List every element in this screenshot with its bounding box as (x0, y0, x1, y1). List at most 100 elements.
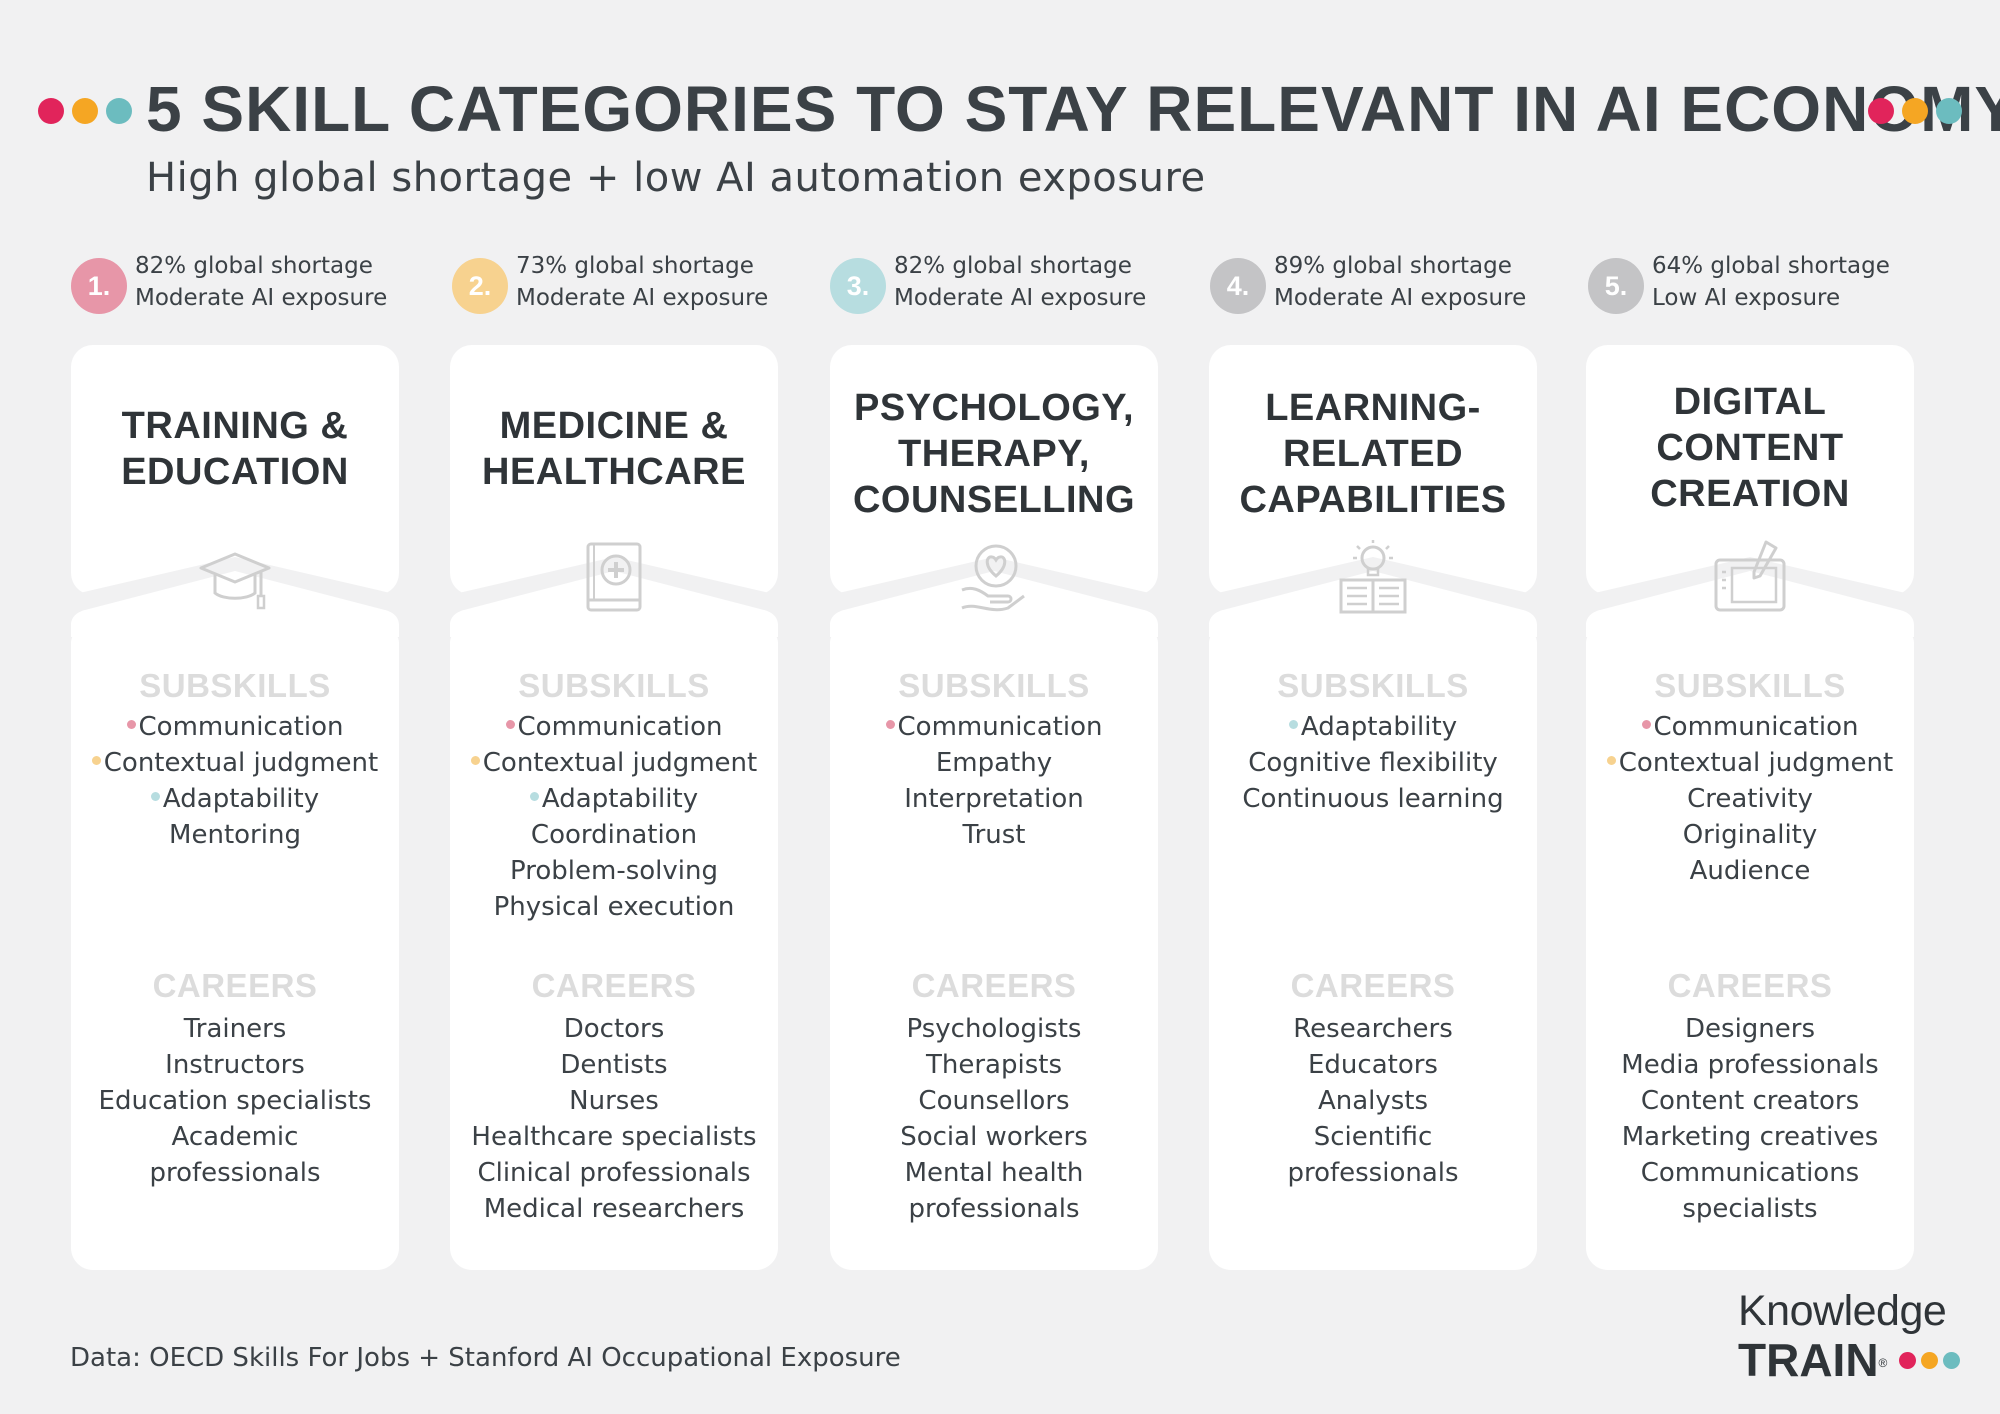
card-title-line: MEDICINE & (499, 405, 729, 447)
card-header-panel (830, 345, 1158, 595)
shortage-text: 64% global shortage (1652, 253, 1890, 279)
career-item: Academic (171, 1122, 299, 1152)
subskills-heading: SUBSKILLS (139, 667, 331, 704)
subskill-label: Originality (1682, 820, 1818, 850)
category-card: TRAINING & EDUCATION SUBSKILLS Communicatio… (71, 345, 399, 1270)
career-item: Analysts (1317, 1086, 1429, 1116)
shortage-text: 73% global shortage (516, 253, 754, 279)
subskill-label: Problem-solving (510, 856, 718, 886)
shortage-text: 89% global shortage (1274, 253, 1512, 279)
career-item: Researchers (1293, 1014, 1453, 1044)
subskill-item: Contextual judgment (450, 745, 778, 781)
subskills-heading: SUBSKILLS (1277, 667, 1469, 704)
red-dot (1868, 98, 1894, 124)
careers-list: Designers Media professionals Content crea… (1586, 1011, 1914, 1227)
career-item: Psychologists (906, 1014, 1082, 1044)
career-item: Clinical professionals (477, 1158, 751, 1188)
subskill-item: Problem-solving (450, 853, 778, 889)
career-item: Medical researchers (483, 1194, 745, 1224)
logo-dots (1899, 1351, 1961, 1369)
category-stat-text: 64% global shortage Low AI exposure (1652, 250, 1890, 314)
header-dots-left (38, 98, 132, 124)
bullet-dot (126, 720, 136, 729)
career-item: Media professionals (1621, 1050, 1879, 1080)
ai-exposure-text: Low AI exposure (1652, 285, 1841, 311)
category-number-badge: 5. (1588, 258, 1644, 314)
card-body-panel (1586, 345, 1914, 1270)
career-item: Educators (1308, 1050, 1438, 1080)
card-header-panel (1209, 345, 1537, 595)
subskills-list: Communication Contextual judgment Adaptabi… (71, 709, 399, 853)
category-card: MEDICINE & HEALTHCARE SUBSKILLS Communicati… (450, 345, 778, 1270)
subskill-label: Adaptability (162, 784, 320, 814)
card-title-line: HEALTHCARE (482, 451, 746, 493)
red-dot (38, 98, 64, 124)
career-item: Social workers (900, 1122, 1088, 1152)
card-title-line: CONTENT (1656, 427, 1844, 469)
career-item: specialists (1682, 1194, 1818, 1224)
card-body-panel (1209, 345, 1537, 1270)
page-title: 5 SKILL CATEGORIES TO STAY RELEVANT IN A… (146, 73, 2000, 145)
card-body-shape (1586, 573, 1914, 1270)
subskill-item: Creativity (1586, 781, 1914, 817)
drawing-tablet-icon (1714, 540, 1786, 612)
career-item: professionals (908, 1194, 1080, 1224)
subskill-label: Interpretation (904, 784, 1084, 814)
subskills-heading: SUBSKILLS (898, 667, 1090, 704)
knowledge-train-logo: Knowledge TRAIN ® (1738, 1288, 1968, 1386)
ai-exposure-text: Moderate AI exposure (894, 285, 1147, 311)
bullet-dot (1606, 756, 1616, 765)
subskill-item: Audience (1586, 853, 1914, 889)
careers-heading: CAREERS (1290, 967, 1456, 1004)
subskill-label: Mentoring (169, 820, 301, 850)
subskills-heading: SUBSKILLS (518, 667, 710, 704)
category-number-badge: 1. (71, 258, 127, 314)
subskill-item: Contextual judgment (1586, 745, 1914, 781)
subskill-label: Audience (1689, 856, 1811, 886)
orange-dot (1921, 1351, 1939, 1369)
graduation-cap-icon (199, 552, 271, 610)
ai-exposure-text: Moderate AI exposure (135, 285, 388, 311)
category-card: DIGITAL CONTENT CREATION SUBSKILLS Communica… (1586, 345, 1914, 1270)
careers-heading: CAREERS (531, 967, 697, 1004)
ai-exposure-text: Moderate AI exposure (1274, 285, 1527, 311)
subskill-label: Communication (897, 712, 1103, 742)
bullet-dot (470, 756, 480, 765)
teal-dot (1943, 1351, 1961, 1369)
category-card: PSYCHOLOGY, THERAPY, COUNSELLING SUBSKILLS C… (830, 345, 1158, 1270)
subskill-label: Contextual judgment (482, 748, 758, 778)
careers-list: Psychologists Therapists Counsellors Social… (830, 1011, 1158, 1227)
career-item: Marketing creatives (1621, 1122, 1879, 1152)
card-body-panel (830, 345, 1158, 1270)
category-stat-text: 82% global shortage Moderate AI exposure (894, 250, 1146, 314)
bullet-dot (1641, 720, 1651, 729)
subskills-list: Communication Contextual judgment Adaptabi… (450, 709, 778, 925)
subskills-list: Communication Contextual judgment Creativi… (1586, 709, 1914, 889)
card-title-line: RELATED (1282, 433, 1464, 475)
career-item: Scientific (1313, 1122, 1433, 1152)
career-item: Trainers (183, 1014, 287, 1044)
subskill-label: Cognitive flexibility (1248, 748, 1498, 778)
subskills-list: Adaptability Cognitive flexibility Continu… (1209, 709, 1537, 817)
category-stat-text: 89% global shortage Moderate AI exposure (1274, 250, 1526, 314)
subskill-item: Originality (1586, 817, 1914, 853)
subskill-label: Adaptability (541, 784, 699, 814)
career-item: Communications (1640, 1158, 1860, 1188)
shortage-text: 82% global shortage (894, 253, 1132, 279)
card-title-line: LEARNING- (1265, 387, 1481, 429)
career-item: Instructors (165, 1050, 305, 1080)
career-item: Education specialists (98, 1086, 372, 1116)
shortage-text: 82% global shortage (135, 253, 373, 279)
page-subtitle: High global shortage + low AI automation… (146, 155, 1206, 201)
subskill-item: Adaptability (1209, 709, 1537, 745)
lightbulb-book-icon (1339, 540, 1407, 614)
logo-word-bottom: TRAIN ® (1738, 1334, 1968, 1386)
category-stat-text: 82% global shortage Moderate AI exposure (135, 250, 387, 314)
subskill-label: Communication (1653, 712, 1859, 742)
bullet-dot (150, 792, 160, 801)
card-body-shape (830, 573, 1158, 1270)
subskill-label: Coordination (530, 820, 698, 850)
bullet-dot (529, 792, 539, 801)
subskill-label: Continuous learning (1242, 784, 1504, 814)
career-item: professionals (149, 1158, 321, 1188)
